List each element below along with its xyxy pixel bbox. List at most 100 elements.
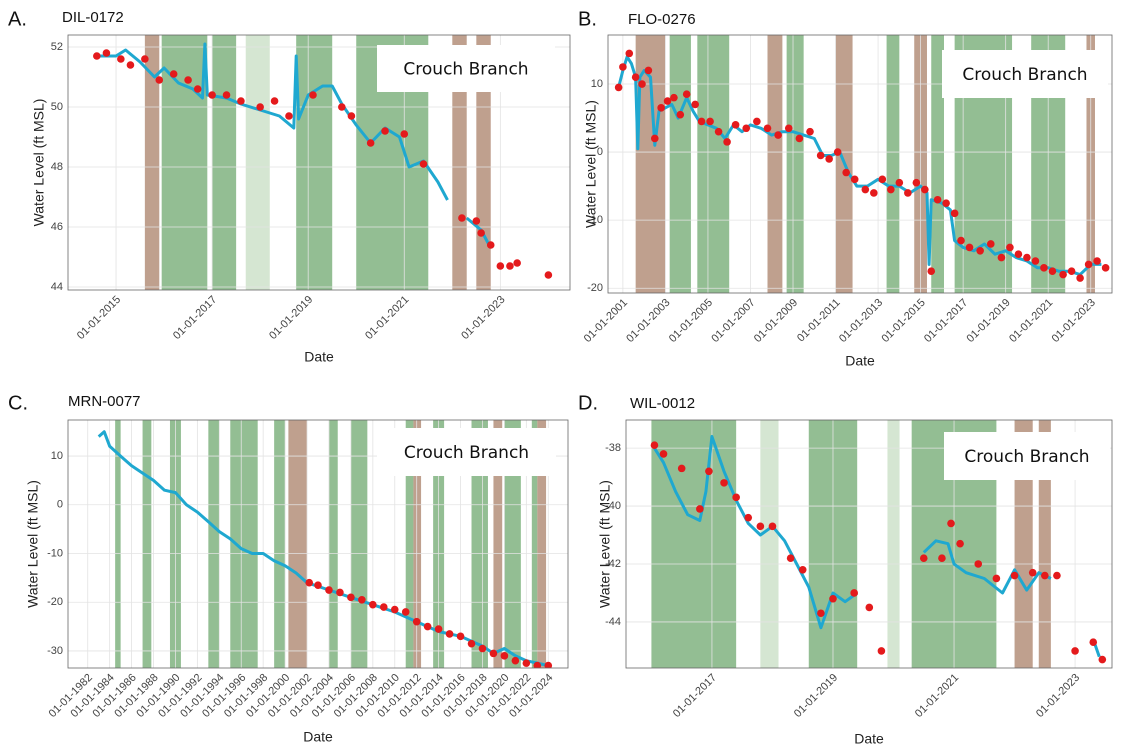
measurement-point: [381, 127, 389, 135]
annotation: Crouch Branch: [403, 60, 528, 80]
measurement-point: [659, 450, 668, 458]
x-tick-label: 01-01-2021: [913, 672, 961, 720]
background-band: [115, 420, 121, 668]
measurement-point: [956, 539, 964, 548]
measurement-point: [477, 229, 485, 237]
measurement-point: [763, 124, 772, 133]
measurement-point: [1084, 260, 1093, 269]
measurement-point: [169, 70, 178, 78]
plot-frame: [625, 419, 1113, 669]
measurement-point: [544, 271, 553, 279]
annotation: Crouch Branch: [404, 443, 529, 463]
x-tick-label: 01-01-2017: [171, 294, 219, 342]
background-band: [886, 35, 900, 293]
measurement-point: [619, 63, 627, 71]
measurement-point: [434, 625, 443, 633]
measurement-point: [850, 175, 859, 184]
measurement-point: [997, 253, 1006, 262]
measurement-point: [744, 513, 753, 522]
measurement-point: [786, 554, 795, 562]
measurement-point: [423, 622, 432, 631]
measurement-point: [445, 630, 454, 638]
y-tick-label: -44: [605, 616, 621, 628]
background-band: [786, 35, 804, 293]
y-axis-title: Water Level (ft MSL): [31, 99, 47, 227]
panel-label: C.: [8, 392, 28, 414]
measurement-point: [614, 83, 623, 92]
y-tick-label: 46: [51, 221, 63, 233]
measurement-point: [731, 121, 740, 129]
measurement-point: [338, 103, 346, 111]
measurement-point: [657, 104, 665, 112]
background-band: [452, 35, 467, 290]
background-band: [296, 35, 333, 290]
measurement-point: [141, 55, 149, 63]
panel-label: B.: [578, 8, 597, 30]
measurement-point: [117, 55, 125, 63]
y-axis-title: Water Level (ft MSL): [583, 100, 599, 228]
measurement-point: [965, 243, 974, 252]
measurement-point: [285, 112, 293, 120]
measurement-point: [366, 139, 375, 147]
background-band: [245, 35, 270, 290]
measurement-point: [1059, 270, 1067, 279]
background-band: [669, 35, 691, 293]
y-tick-label: 48: [51, 161, 63, 173]
y-axis-title: Water Level (ft MSL): [25, 480, 41, 608]
y-tick-label: 10: [51, 450, 63, 462]
background-band: [288, 420, 308, 668]
annotation-box: [377, 45, 555, 92]
measurement-point: [887, 185, 895, 194]
measurement-point: [877, 647, 886, 655]
measurement-point: [458, 214, 466, 222]
background-band: [208, 420, 220, 668]
measurement-point: [419, 160, 428, 168]
measurement-point: [1076, 274, 1084, 282]
measurement-point: [992, 574, 1001, 583]
x-tick-label: 01-01-2011: [795, 297, 843, 345]
measurement-point: [742, 124, 751, 133]
measurement-point: [1041, 571, 1049, 580]
y-tick-label: 0: [57, 499, 63, 511]
measurement-point: [1089, 638, 1098, 647]
measurement-point: [533, 661, 542, 668]
measurement-point: [938, 554, 946, 562]
y-tick-label: -10: [587, 214, 603, 226]
measurement-point: [309, 91, 317, 99]
x-tick-label: 01-01-2021: [1007, 297, 1055, 345]
y-tick-label: -38: [605, 442, 621, 454]
y-axis-title: Water Level (ft MSL): [597, 480, 613, 608]
measurement-point: [705, 467, 713, 476]
measurement-point: [222, 91, 231, 99]
measurement-point: [861, 185, 870, 194]
measurement-point: [237, 97, 245, 105]
measurement-point: [390, 605, 399, 614]
measurement-point: [1101, 264, 1110, 272]
plot-frame: [67, 419, 569, 669]
measurement-point: [865, 603, 874, 612]
measurement-point: [1053, 571, 1061, 580]
background-band: [161, 35, 208, 290]
y-tick-label: 0: [597, 146, 603, 158]
annotation-box: [377, 428, 556, 476]
measurement-point: [850, 589, 858, 597]
measurement-point: [927, 267, 936, 276]
background-band: [413, 420, 422, 668]
measurement-point: [625, 49, 634, 58]
background-band: [212, 35, 237, 290]
measurement-point: [774, 131, 782, 139]
measurement-point: [638, 80, 646, 88]
panel-label: A.: [8, 8, 27, 30]
background-band: [635, 35, 666, 293]
plot-frame: [67, 34, 571, 291]
measurement-point: [912, 178, 921, 187]
measurement-point: [1093, 257, 1101, 265]
x-tick-label: 01-01-2017: [671, 672, 719, 720]
x-tick-label: 01-01-2023: [1050, 297, 1098, 345]
x-tick-label: 01-01-2007: [709, 297, 757, 345]
x-axis-title: Date: [304, 349, 334, 365]
background-band: [274, 420, 286, 668]
measurement-point: [208, 91, 216, 99]
measurement-point: [986, 240, 995, 248]
